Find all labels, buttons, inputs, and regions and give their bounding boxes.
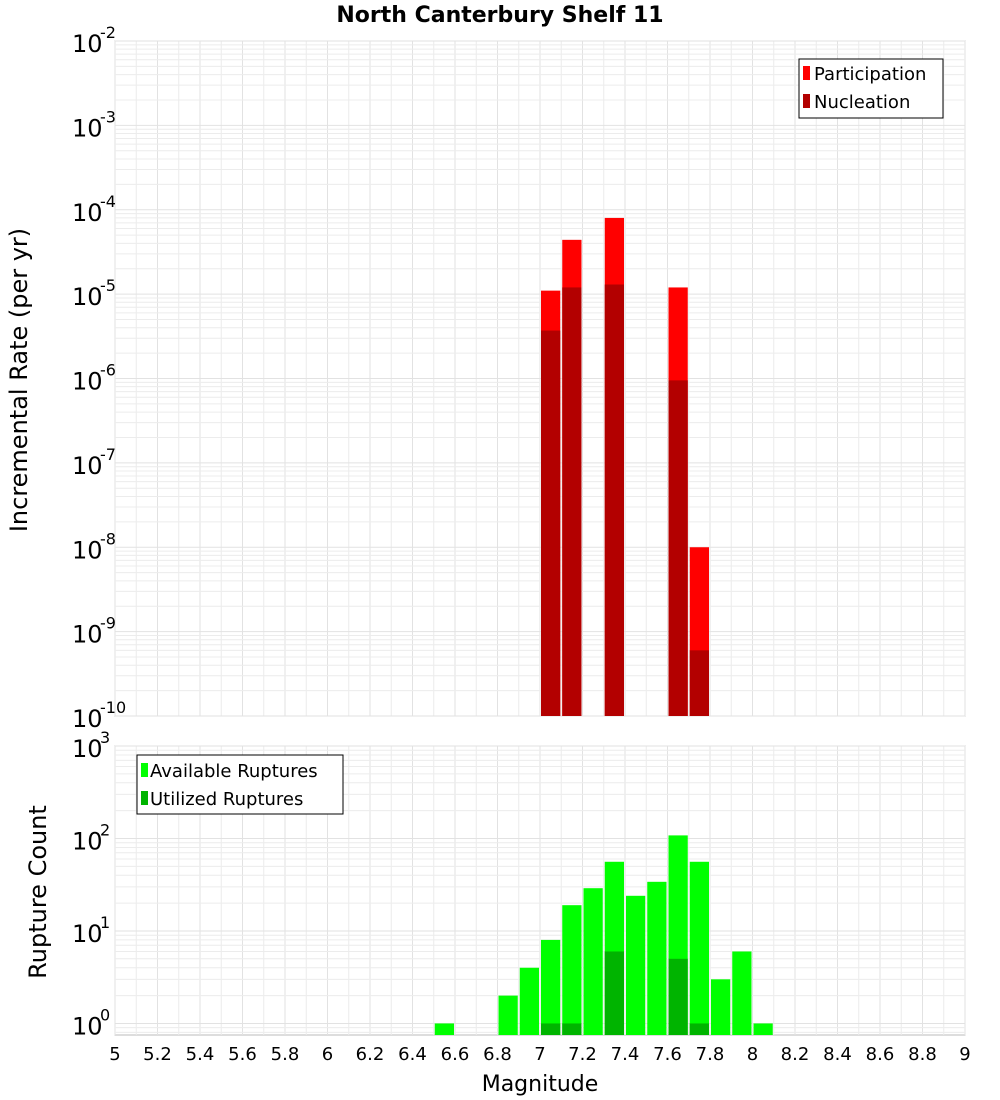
bottom-x-ticks: 5 5.2 5.4 5.6 5.8 6 6.2 6.4 6.6 6.8 7 7.2 7.4 7.6 7.8 8… [109,1044,970,1065]
legend-label-nucleation: Nucleation [814,92,910,113]
y-tick-exponent: 3 [100,728,110,747]
bar-available-ruptures-6-55 [434,1023,454,1035]
chart-title: North Canterbury Shelf 11 [336,3,663,28]
y-tick-label: 10 [72,30,103,58]
bar-available-ruptures-7-55 [647,881,667,1035]
bar-nucleation-7-65 [668,380,688,716]
y-tick-exponent: -4 [100,192,116,211]
bar-nucleation-7-05 [541,330,561,716]
y-tick-label: 10 [72,536,103,564]
x-tick-label: 7.8 [696,1044,725,1065]
legend-label-participation: Participation [814,64,926,85]
x-tick-label: 8.8 [908,1044,937,1065]
bar-available-ruptures-7-95 [732,951,752,1035]
x-tick-label: 6.8 [483,1044,512,1065]
y-tick-exponent: 2 [100,820,110,839]
bar-available-ruptures-7-85 [711,979,731,1035]
legend-label-available-ruptures: Available Ruptures [150,761,318,782]
x-tick-label: 5.8 [271,1044,300,1065]
y-tick-label: 10 [72,920,103,948]
y-tick-exponent: -3 [100,107,116,126]
x-tick-label: 6 [322,1044,333,1065]
y-tick-label: 10 [72,199,103,227]
bar-utilized-ruptures-7-75 [689,1023,709,1035]
top-y-axis-label: Incremental Rate (per yr) [5,228,33,532]
x-tick-label: 6.2 [356,1044,385,1065]
legend-swatch-participation [803,66,810,80]
bar-available-ruptures-7-75 [689,861,709,1035]
y-tick-exponent: -9 [100,614,116,633]
legend-swatch-utilized-ruptures [141,791,148,805]
bar-available-ruptures-7-45 [626,895,646,1035]
x-tick-label: 8 [747,1044,758,1065]
legend-swatch-nucleation [803,94,810,108]
y-tick-label: 10 [72,735,103,763]
y-tick-label: 10 [72,705,103,733]
bar-nucleation-7-35 [604,284,624,716]
bar-available-ruptures-6-85 [498,995,518,1035]
top-bars [541,217,709,716]
y-tick-exponent: 0 [100,1005,110,1024]
x-tick-label: 7.6 [653,1044,682,1065]
x-tick-label: 6.6 [441,1044,470,1065]
x-tick-label: 8.4 [823,1044,852,1065]
x-tick-label: 5.6 [228,1044,257,1065]
bar-available-ruptures-7-05 [541,939,561,1035]
y-tick-label: 10 [72,452,103,480]
x-tick-label: 6.4 [398,1044,427,1065]
top-legend: Participation Nucleation [798,58,944,119]
x-tick-label: 5.4 [186,1044,215,1065]
y-tick-label: 10 [72,368,103,396]
legend-label-utilized-ruptures: Utilized Ruptures [150,789,303,810]
bar-available-ruptures-6-95 [519,967,539,1035]
top-legend-box [798,58,944,119]
top-y-ticks: 10-210-310-410-510-610-710-810-910-10 [72,23,126,733]
bottom-bars [434,835,773,1035]
x-tick-label: 8.2 [781,1044,810,1065]
y-tick-label: 10 [72,114,103,142]
y-tick-label: 10 [72,1012,103,1040]
y-tick-exponent: -7 [100,445,116,464]
x-tick-label: 8.6 [866,1044,895,1065]
bottom-legend: Available Ruptures Utilized Ruptures [136,754,344,815]
y-tick-exponent: -10 [100,698,126,717]
y-tick-exponent: 1 [100,913,110,932]
x-tick-label: 5.2 [143,1044,172,1065]
x-tick-label: 7.4 [611,1044,640,1065]
y-tick-label: 10 [72,283,103,311]
x-tick-label: 7 [534,1044,545,1065]
bar-utilized-ruptures-7-15 [562,1023,582,1035]
bottom-y-axis-label: Rupture Count [24,805,52,979]
bottom-legend-box [136,754,344,815]
y-tick-label: 10 [72,621,103,649]
x-tick-label: 9 [959,1044,970,1065]
bar-available-ruptures-8-05 [753,1023,773,1035]
x-tick-label: 5 [109,1044,120,1065]
y-tick-exponent: -2 [100,23,116,42]
bar-nucleation-7-75 [689,650,709,716]
bar-utilized-ruptures-7-65 [668,958,688,1035]
x-axis-label: Magnitude [482,1072,599,1097]
y-tick-label: 10 [72,827,103,855]
top-plot: 10-210-310-410-510-610-710-810-910-10 Pa… [5,23,966,733]
y-tick-exponent: -5 [100,276,116,295]
bar-available-ruptures-7-15 [562,905,582,1035]
bar-utilized-ruptures-7-05 [541,1023,561,1035]
top-grid [114,40,966,717]
bar-utilized-ruptures-7-35 [604,951,624,1035]
legend-swatch-available-ruptures [141,763,148,777]
x-tick-label: 7.2 [568,1044,597,1065]
bar-nucleation-7-15 [562,287,582,716]
y-tick-exponent: -6 [100,361,116,380]
bar-available-ruptures-7-25 [583,888,603,1035]
y-tick-exponent: -8 [100,529,116,548]
